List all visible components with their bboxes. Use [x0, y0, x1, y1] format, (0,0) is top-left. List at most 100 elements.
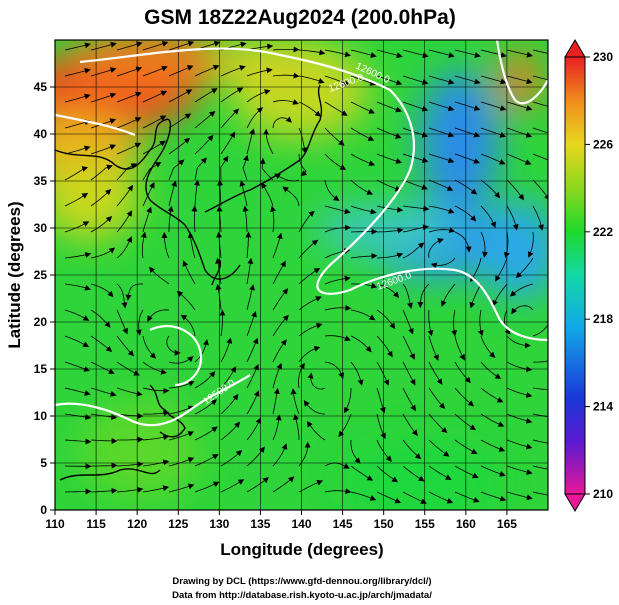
streamline-arrow [298, 441, 311, 467]
streamline-arrow [376, 252, 404, 259]
streamline-arrow [511, 305, 534, 315]
streamline-arrow [116, 283, 128, 309]
streamline-arrow [246, 390, 260, 415]
streamline-arrow [480, 231, 489, 258]
streamline-arrow [147, 309, 170, 322]
streamline-arrow [402, 49, 429, 59]
colorbar-ticks: 230 226 222 218 214 210 [585, 50, 613, 501]
streamline-arrow [64, 221, 90, 233]
streamline-arrow [376, 49, 403, 59]
streamline-arrow [90, 67, 117, 77]
streamline-arrow [376, 283, 400, 298]
streamline-arrow [142, 361, 167, 375]
streamline-arrow [480, 491, 507, 502]
streamline-arrow [216, 205, 223, 233]
streamline-arrow [168, 457, 195, 467]
streamline-arrow [428, 439, 450, 457]
streamline-arrow [142, 90, 168, 103]
streamline-arrow [506, 49, 533, 58]
streamline-arrow [492, 283, 508, 307]
streamline-arrow [350, 179, 374, 195]
streamline-arrow [515, 257, 534, 279]
streamline-arrow [242, 154, 249, 181]
streamline-arrow [215, 283, 222, 311]
streamline-arrow [298, 479, 324, 493]
streamline-arrow [324, 224, 351, 233]
x-tick-label: 115 [86, 517, 106, 531]
streamline-arrow [454, 75, 481, 85]
streamline-arrow [350, 439, 361, 464]
streamline-arrow [480, 179, 501, 199]
streamline-arrow [116, 361, 140, 376]
streamline-arrow [350, 465, 374, 481]
colorbar-max-arrow [564, 39, 586, 58]
streamline-arrow [64, 361, 90, 372]
streamline-arrow [376, 179, 402, 192]
streamline-arrow [454, 465, 479, 479]
streamline-arrow [168, 381, 195, 389]
streamline-arrow [116, 412, 144, 419]
streamline-arrow [454, 335, 465, 361]
streamline-arrow [246, 67, 273, 77]
streamline-arrow [282, 186, 300, 207]
streamline-arrow [376, 413, 386, 440]
streamline-arrow [428, 179, 454, 191]
streamline-arrow [532, 413, 548, 418]
streamline-arrow [142, 434, 170, 441]
footer-credit-dcl: Drawing by DCL (https://www.gfd-dennou.o… [172, 576, 431, 587]
streamline-arrow [350, 101, 376, 114]
streamline-arrow [216, 231, 223, 259]
streamline-arrow [116, 163, 138, 181]
streamline-arrow [274, 173, 300, 182]
x-tick-label: 165 [497, 517, 517, 531]
streamline-arrow [142, 65, 168, 77]
streamline-arrow [168, 40, 195, 51]
streamline-arrow [246, 363, 259, 389]
streamline-arrow [246, 446, 265, 467]
streamline-arrow [142, 182, 155, 207]
streamline-arrow [220, 450, 243, 467]
streamline-arrow [261, 182, 274, 207]
streamline-arrow [376, 227, 404, 234]
x-tick-label: 155 [415, 517, 435, 531]
streamline-arrow [90, 335, 113, 352]
streamline-arrow [168, 405, 195, 415]
x-tick-label: 140 [291, 517, 311, 531]
streamline-arrow [402, 153, 429, 163]
y-axis-title: Latitude (degrees) [5, 201, 24, 348]
streamline-arrow [350, 253, 378, 260]
streamline-arrow [116, 142, 142, 155]
contour-12500-a [149, 325, 203, 387]
y-tick-label: 20 [34, 315, 48, 329]
streamline-arrow [480, 101, 507, 111]
contour-12500-b [55, 374, 251, 427]
streamline-arrow [142, 115, 167, 129]
y-tick-label: 15 [34, 362, 48, 376]
streamline-arrow [324, 153, 347, 170]
streamline-arrow [64, 309, 90, 321]
streamline-arrow [376, 75, 403, 86]
streamline-arrow [324, 101, 348, 116]
streamline-arrow [272, 476, 295, 493]
streamline-arrow [182, 260, 196, 285]
streamline-arrow [480, 439, 506, 452]
streamline-arrow [454, 49, 481, 58]
streamline-arrow [263, 128, 274, 155]
streamline-arrow [64, 145, 91, 155]
streamline-arrow [246, 257, 254, 285]
streamline-arrow [64, 413, 92, 420]
streamline-arrow [506, 361, 533, 373]
streamline-arrow [480, 413, 505, 427]
streamline-arrow [187, 231, 196, 259]
streamline-arrow [402, 309, 414, 335]
streamline-arrow [532, 491, 548, 496]
streamline-arrow [532, 205, 544, 231]
streamline-arrow [428, 127, 455, 138]
streamline-arrow [480, 205, 496, 229]
streamline-arrow [90, 309, 111, 328]
streamline-arrow [220, 393, 239, 415]
streamline-arrow [324, 179, 340, 201]
streamline-arrow [90, 144, 117, 155]
streamline-arrow [272, 314, 289, 337]
streamline-arrow [194, 453, 219, 467]
